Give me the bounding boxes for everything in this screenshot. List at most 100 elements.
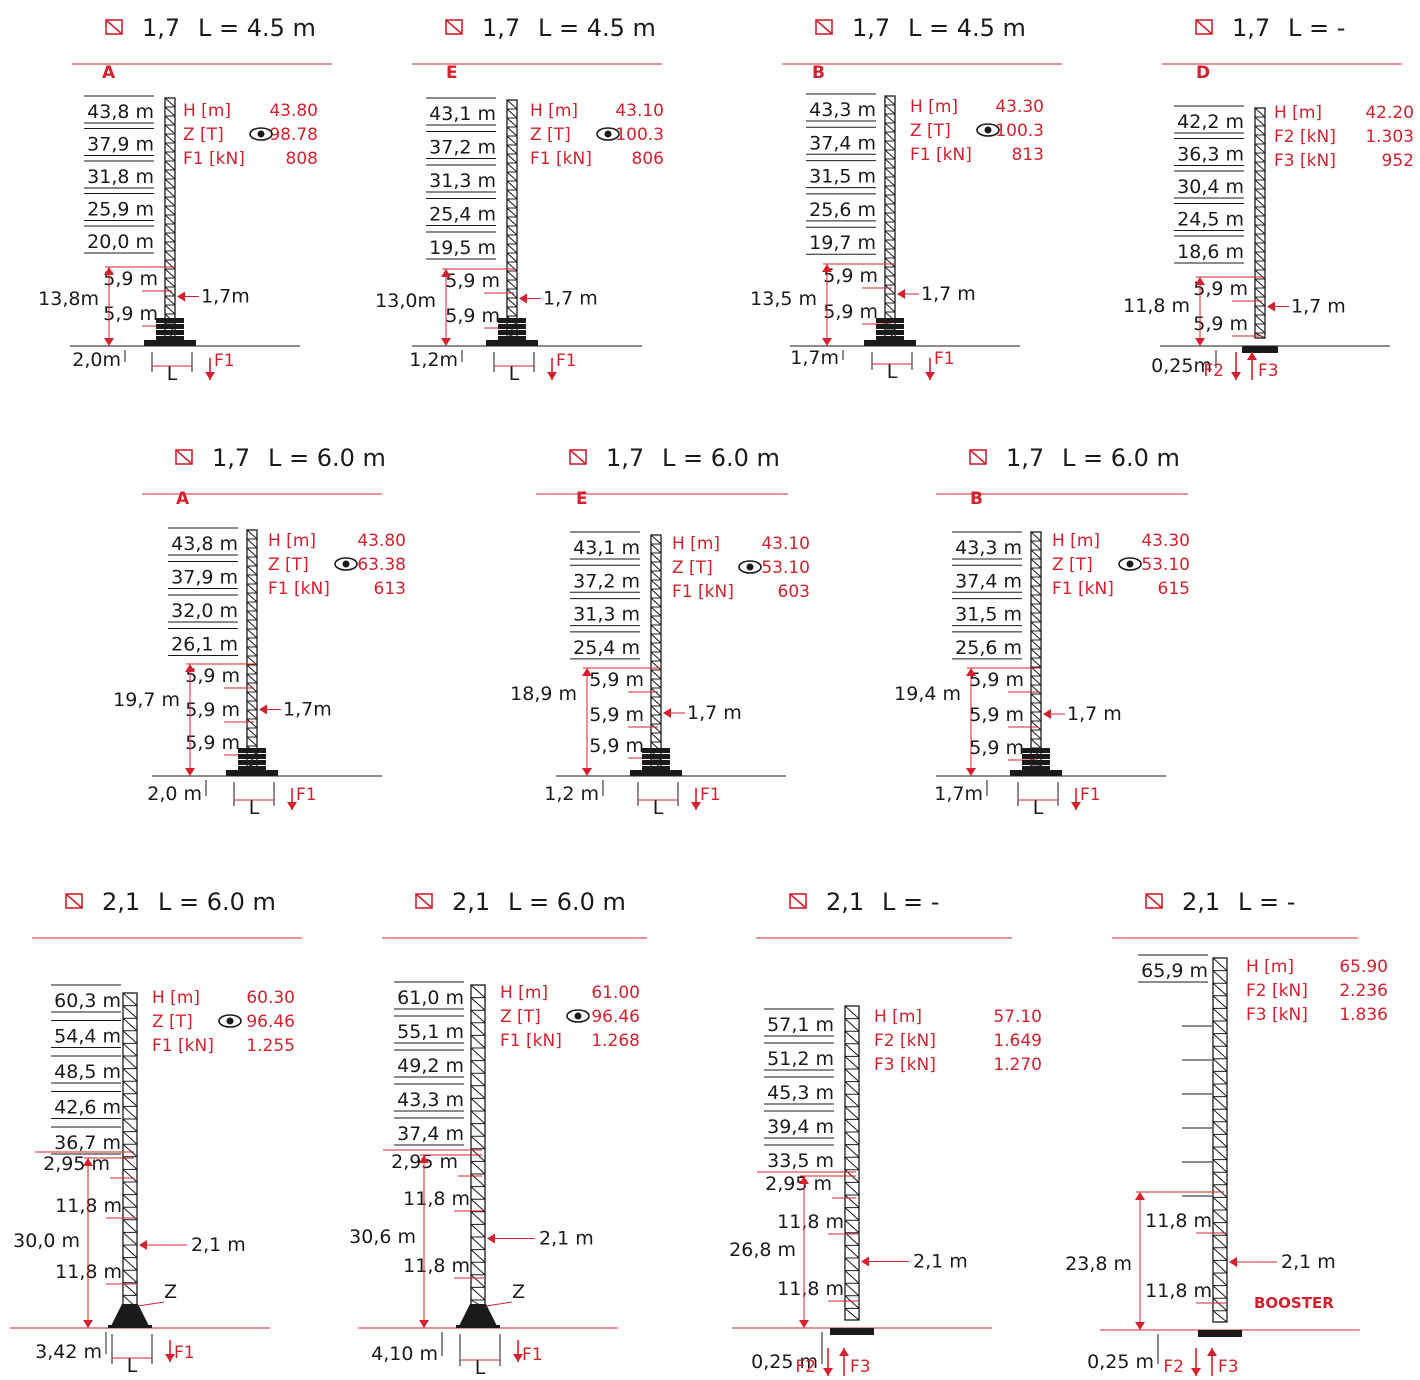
width-label: 2,1 m — [539, 1228, 594, 1250]
spec-label: Z [T] — [152, 1012, 193, 1032]
spec-value: 96.46 — [591, 1007, 640, 1027]
f1-label: F1 — [522, 1345, 543, 1365]
total-height-label: 13,0m — [375, 290, 436, 312]
spec-value: 603 — [778, 582, 810, 602]
spec-label: H [m] — [268, 531, 316, 551]
mast-tower — [650, 534, 662, 769]
mast-panel-6: 1,7 L = 6.0 m E 43,1 m 37,2 m 31,3 m 25,4 m 5,9… — [510, 444, 810, 819]
top-segment-label: 2,95 m — [43, 1153, 110, 1175]
base-type-letter: A — [102, 63, 116, 83]
segment-label: 11,8 m — [1145, 1210, 1212, 1232]
ballast-blocks — [144, 318, 196, 346]
eye-icon — [596, 127, 620, 141]
spec-label: F1 [kN] — [268, 579, 330, 599]
segment-label: 11,8 m — [777, 1278, 844, 1300]
mast-panel-8: 2,1 L = 6.0 m 60,3 m 54,4 m 48,5 m 42,6 m 36,7… — [10, 888, 302, 1377]
spec-value: 43.30 — [995, 97, 1044, 117]
boom-length: L = 6.0 m — [268, 444, 386, 472]
spec-label: H [m] — [910, 97, 958, 117]
level-label: 43,8 m — [87, 101, 154, 123]
spec-value: 1.649 — [993, 1031, 1042, 1051]
z-leader — [137, 1301, 165, 1307]
level-label: 37,4 m — [955, 570, 1022, 592]
total-height-label: 26,8 m — [729, 1239, 796, 1261]
mast-lattice — [122, 992, 138, 1309]
section-size: 2,1 — [826, 888, 864, 916]
spec-label: F3 [kN] — [1246, 1005, 1308, 1025]
level-label: 19,7 m — [809, 232, 876, 254]
width-label: 1,7 m — [543, 288, 598, 310]
segment-label: 5,9 m — [103, 268, 158, 290]
square-slash-icon — [105, 19, 123, 35]
level-label: 25,4 m — [429, 204, 496, 226]
arrowhead — [1135, 1322, 1145, 1330]
mast-tower — [1212, 957, 1228, 1323]
level-label: 55,1 m — [397, 1021, 464, 1043]
f2-label: F2 — [1203, 361, 1224, 381]
base-frame — [144, 340, 196, 346]
base-type-letter: E — [576, 489, 588, 509]
boom-length: L = - — [1288, 14, 1345, 42]
level-label: 26,1 m — [171, 634, 238, 656]
base-height-label: 0,25m — [1151, 355, 1212, 377]
total-height-label: 13,8m — [38, 288, 99, 310]
segment-label: 5,9 m — [969, 737, 1024, 759]
eye-icon — [976, 123, 1000, 137]
level-label: 30,4 m — [1177, 176, 1244, 198]
spec-value: 43.80 — [269, 101, 318, 121]
spec-label: F2 [kN] — [1246, 981, 1308, 1001]
segment-label: 5,9 m — [589, 735, 644, 757]
ballast-blocks — [486, 318, 538, 346]
width-label: 1,7 m — [1067, 703, 1122, 725]
mast-panel-3: 1,7 L = 4.5 m B 43,3 m 37,4 m 31,5 m 25,6 m 19,… — [750, 14, 1062, 383]
spec-value: 98.78 — [269, 125, 318, 145]
level-label: 37,2 m — [429, 137, 496, 159]
width-label: 1,7 m — [921, 283, 976, 305]
anchor-plate — [1198, 1330, 1242, 1337]
f1-label: F1 — [214, 351, 235, 371]
mast-lattice — [470, 984, 486, 1309]
segment-label: 5,9 m — [823, 301, 878, 323]
base-frame — [630, 770, 682, 776]
total-height-label: 11,8 m — [1123, 295, 1190, 317]
arrowhead — [441, 269, 451, 277]
arrowhead — [441, 338, 451, 346]
base-height-label: 1,7m — [934, 783, 983, 805]
arrowhead — [663, 708, 671, 718]
level-label: 31,3 m — [429, 170, 496, 192]
level-label: 31,8 m — [87, 166, 154, 188]
arrowhead — [582, 768, 592, 776]
arrowhead — [104, 338, 114, 346]
mast-tower — [122, 992, 138, 1309]
spec-label: F1 [kN] — [1052, 579, 1114, 599]
spec-label: F3 [kN] — [1274, 151, 1336, 171]
spec-value: 43.10 — [615, 101, 664, 121]
boom-length: L = - — [1238, 888, 1295, 916]
base-frame — [486, 340, 538, 346]
spec-label: H [m] — [874, 1007, 922, 1027]
spec-value: 65.90 — [1339, 957, 1388, 977]
arrowhead — [205, 372, 215, 380]
level-label: 37,9 m — [171, 567, 238, 589]
level-label: 37,4 m — [397, 1123, 464, 1145]
segment-label: 5,9 m — [589, 704, 644, 726]
width-label: 1,7 m — [687, 702, 742, 724]
l-label: L — [509, 363, 520, 385]
spec-value: 42.20 — [1365, 103, 1414, 123]
mast-panel-10: 2,1 L = - 57,1 m 51,2 m 45,3 m 39,4 m 33,5 m 11… — [729, 888, 1042, 1377]
spec-value: 100.3 — [615, 125, 664, 145]
spec-label: F1 [kN] — [530, 149, 592, 169]
level-label: 20,0 m — [87, 231, 154, 253]
eye-icon — [738, 560, 762, 574]
section-size: 1,7 — [1006, 444, 1044, 472]
mast-tower — [470, 984, 486, 1309]
arrowhead — [966, 768, 976, 776]
arrowhead — [582, 668, 592, 676]
level-label: 42,6 m — [54, 1097, 121, 1119]
arrowhead — [823, 1368, 833, 1376]
square-slash-icon — [1145, 893, 1163, 909]
segment-label: 11,8 m — [1145, 1280, 1212, 1302]
segment-label: 5,9 m — [1193, 278, 1248, 300]
spec-label: F2 [kN] — [1274, 127, 1336, 147]
arrowhead — [1267, 301, 1275, 312]
